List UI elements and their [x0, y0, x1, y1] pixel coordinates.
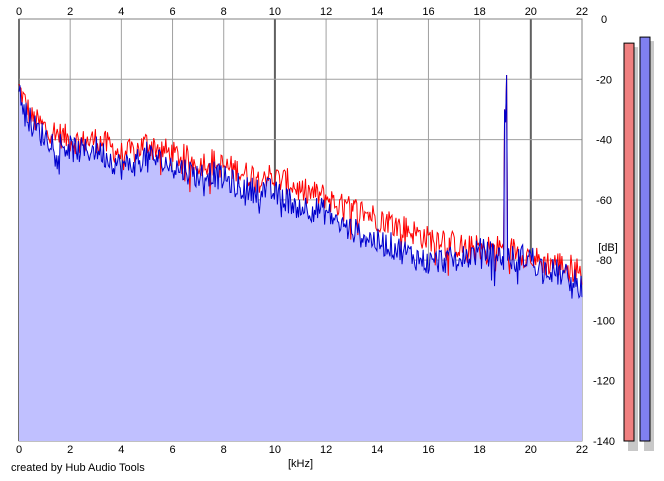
- spectrum-line-red: [18, 74, 583, 285]
- x-tick-label-bottom: 8: [221, 444, 227, 456]
- x-tick-label-top: 0: [16, 6, 22, 18]
- y-axis-label: [dB]: [598, 242, 618, 254]
- x-tick-label-bottom: 22: [576, 444, 588, 456]
- x-tick-label-top: 14: [371, 6, 383, 18]
- x-tick-label-bottom: 18: [474, 444, 486, 456]
- spectrum-fill: [19, 74, 582, 441]
- x-tick-label-top: 6: [169, 6, 175, 18]
- x-tick-label-top: 4: [118, 6, 124, 18]
- x-tick-label-bottom: 4: [118, 444, 124, 456]
- level-meter-red: [623, 42, 635, 442]
- y-tick-label: -20: [596, 74, 612, 86]
- x-tick-label-bottom: 20: [525, 444, 537, 456]
- x-tick-label-top: 2: [67, 6, 73, 18]
- credit-text: created by Hub Audio Tools: [11, 462, 145, 474]
- x-axis-label: [kHz]: [288, 458, 313, 470]
- x-tick-label-top: 16: [422, 6, 434, 18]
- x-tick-label-bottom: 16: [422, 444, 434, 456]
- y-tick-label: -120: [593, 376, 615, 388]
- spectrum-line-blue: [18, 74, 583, 300]
- y-tick-label: -40: [596, 135, 612, 147]
- y-tick-label: -80: [596, 255, 612, 267]
- x-tick-label-top: 12: [320, 6, 332, 18]
- y-tick-label: -60: [596, 195, 612, 207]
- x-tick-label-top: 22: [576, 6, 588, 18]
- x-tick-label-bottom: 2: [67, 444, 73, 456]
- x-tick-label-bottom: 0: [16, 444, 22, 456]
- x-tick-label-top: 10: [269, 6, 281, 18]
- x-tick-label-bottom: 10: [269, 444, 281, 456]
- x-tick-label-top: 8: [221, 6, 227, 18]
- x-tick-label-top: 20: [525, 6, 537, 18]
- y-tick-label: -100: [593, 315, 615, 327]
- y-tick-label: -140: [593, 436, 615, 448]
- x-tick-label-bottom: 12: [320, 444, 332, 456]
- x-tick-label-top: 18: [474, 6, 486, 18]
- level-meters: [623, 36, 654, 451]
- spectrum-traces: [18, 74, 583, 441]
- x-tick-label-bottom: 14: [371, 444, 383, 456]
- y-tick-label: 0: [601, 14, 607, 26]
- level-meter-blue: [639, 36, 651, 442]
- x-tick-label-bottom: 6: [169, 444, 175, 456]
